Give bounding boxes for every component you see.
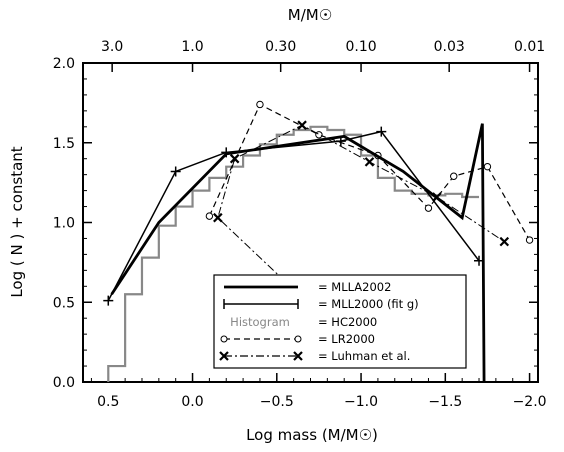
y-tick-label: 0.0 xyxy=(53,375,75,391)
legend-box xyxy=(213,274,467,369)
lr2000-point xyxy=(525,236,534,244)
lr2000-point xyxy=(483,162,492,171)
axis-ticks: 0.5 0.0 −0.5 −1.0 −1.5 −2.0 0.0 0.5 1.0 1.5 2.0 3.0… xyxy=(53,39,547,410)
y-tick-label: 2.0 xyxy=(53,56,75,72)
lr2000-point xyxy=(424,204,433,212)
legend-luhman-marker xyxy=(219,351,229,361)
top-tick-label: 1.0 xyxy=(181,39,203,55)
top-axis-title: M/M☉ xyxy=(288,6,332,24)
top-tick-label: 0.03 xyxy=(434,39,465,55)
luhman-point xyxy=(297,120,307,130)
x-tick-label: −1.0 xyxy=(344,394,378,410)
luhman-point xyxy=(499,236,510,247)
legend-label: = Luhman et al. xyxy=(318,349,410,363)
x-tick-label: −2.0 xyxy=(513,394,547,410)
luhman-point xyxy=(364,157,375,167)
y-tick-label: 1.0 xyxy=(53,216,75,232)
top-tick-label: 3.0 xyxy=(101,39,123,55)
series-layer xyxy=(103,100,534,383)
x-tick-label: −1.5 xyxy=(428,394,462,410)
mll2000-point xyxy=(103,295,114,306)
legend: Histogram = MLLA2002 = MLL2000 (fit g) = HC… xyxy=(213,274,467,369)
legend-swatch-hc2000: Histogram xyxy=(230,315,290,329)
luhman-point xyxy=(213,212,223,223)
x-tick-label: 0.0 xyxy=(181,394,203,410)
x-axis-title: Log mass (M/M☉) xyxy=(246,426,378,444)
mll2000-point xyxy=(376,126,387,137)
top-tick-label: 0.10 xyxy=(345,39,376,55)
mll2000-point xyxy=(170,166,181,177)
lr2000-point xyxy=(315,131,323,139)
line-mlla2002 xyxy=(110,123,486,383)
legend-lr2000-marker xyxy=(220,335,228,343)
luhman-point xyxy=(229,153,240,164)
x-tick-label: 0.5 xyxy=(97,394,119,410)
y-tick-label: 0.5 xyxy=(53,295,75,311)
lr2000-point xyxy=(256,100,264,109)
lr2000-point xyxy=(205,212,214,220)
legend-label: = MLLA2002 xyxy=(318,280,391,294)
legend-lr2000-marker xyxy=(294,335,302,343)
legend-luhman-marker xyxy=(293,351,303,361)
y-tick-label: 1.5 xyxy=(53,136,75,152)
legend-label: = MLL2000 (fit g) xyxy=(318,297,419,311)
top-tick-label: 0.30 xyxy=(265,39,296,55)
legend-label: = LR2000 xyxy=(318,332,375,346)
legend-swatch-mll2000 xyxy=(223,299,299,309)
histogram-hc2000 xyxy=(107,125,480,382)
y-axis-title: Log ( N ) + constant xyxy=(8,146,26,297)
x-tick-label: −0.5 xyxy=(260,394,294,410)
lr2000-point xyxy=(450,172,458,180)
legend-label: = HC2000 xyxy=(318,315,377,329)
top-tick-label: 0.01 xyxy=(514,39,545,55)
